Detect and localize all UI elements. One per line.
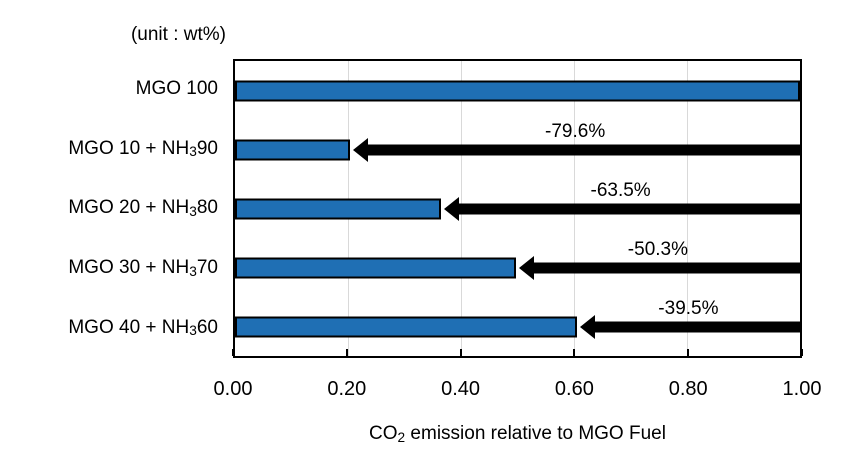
reduction-arrow-head bbox=[518, 255, 534, 280]
reduction-label: -50.3% bbox=[627, 238, 688, 260]
x-tick-label: 1.00 bbox=[782, 378, 822, 400]
x-tick-label: 0.00 bbox=[213, 378, 253, 400]
x-tick-mark bbox=[687, 349, 690, 356]
category-label: MGO 40 + NH 3 60 bbox=[68, 317, 218, 339]
x-tick-label: 0.20 bbox=[327, 378, 367, 400]
x-tick-label: 0.80 bbox=[668, 378, 708, 400]
x-tick-mark bbox=[345, 349, 348, 356]
reduction-arrow-head bbox=[444, 196, 460, 221]
reduction-label: -63.5% bbox=[590, 179, 651, 201]
category-label: MGO 100 bbox=[135, 77, 218, 99]
x-tick-label: 0.40 bbox=[441, 378, 481, 400]
category-label: MGO 10 + NH 3 90 bbox=[68, 137, 218, 160]
plot-band: -79.6% bbox=[235, 120, 800, 179]
unit-note: (unit : wt%) bbox=[130, 24, 226, 45]
reduction-arrow-shaft bbox=[458, 203, 800, 214]
reduction-label: -79.6% bbox=[545, 120, 606, 142]
reduction-arrow-shaft bbox=[367, 144, 800, 155]
bar bbox=[235, 257, 516, 278]
bar bbox=[235, 198, 442, 219]
reduction-arrow-shaft bbox=[593, 321, 800, 332]
plot-band: -39.5% bbox=[235, 297, 800, 356]
x-tick-mark bbox=[573, 349, 576, 356]
bar bbox=[235, 139, 351, 160]
x-axis-title: CO2 emission relative to MGO Fuel bbox=[369, 423, 666, 446]
x-tick-label: 0.60 bbox=[554, 378, 594, 400]
reduction-arrow-shaft bbox=[532, 262, 800, 273]
category-label: MGO 30 + NH 3 70 bbox=[68, 257, 218, 279]
plot-band bbox=[235, 61, 800, 120]
plot-band: -50.3% bbox=[235, 238, 800, 297]
reduction-arrow-head bbox=[579, 314, 595, 339]
bar bbox=[235, 80, 800, 101]
category-labels: MGO 100 MGO 10 + NH 3 90 MGO 20 + NH 3 80 MGO… bbox=[0, 59, 226, 358]
category-label: MGO 20 + NH 3 80 bbox=[68, 197, 218, 219]
x-tick-mark bbox=[459, 349, 462, 356]
x-tick-mark bbox=[232, 349, 234, 356]
bar bbox=[235, 316, 577, 337]
reduction-arrow-head bbox=[353, 137, 369, 162]
plot-area: -79.6% -63.5% -50.3% -39.5% bbox=[233, 59, 802, 358]
x-tick-mark bbox=[801, 349, 803, 356]
reduction-label: -39.5% bbox=[658, 297, 719, 319]
x-axis-ticks: 0.00 0.20 0.40 0.60 0.80 1.00 bbox=[214, 349, 821, 400]
plot-band: -63.5% bbox=[235, 179, 800, 238]
